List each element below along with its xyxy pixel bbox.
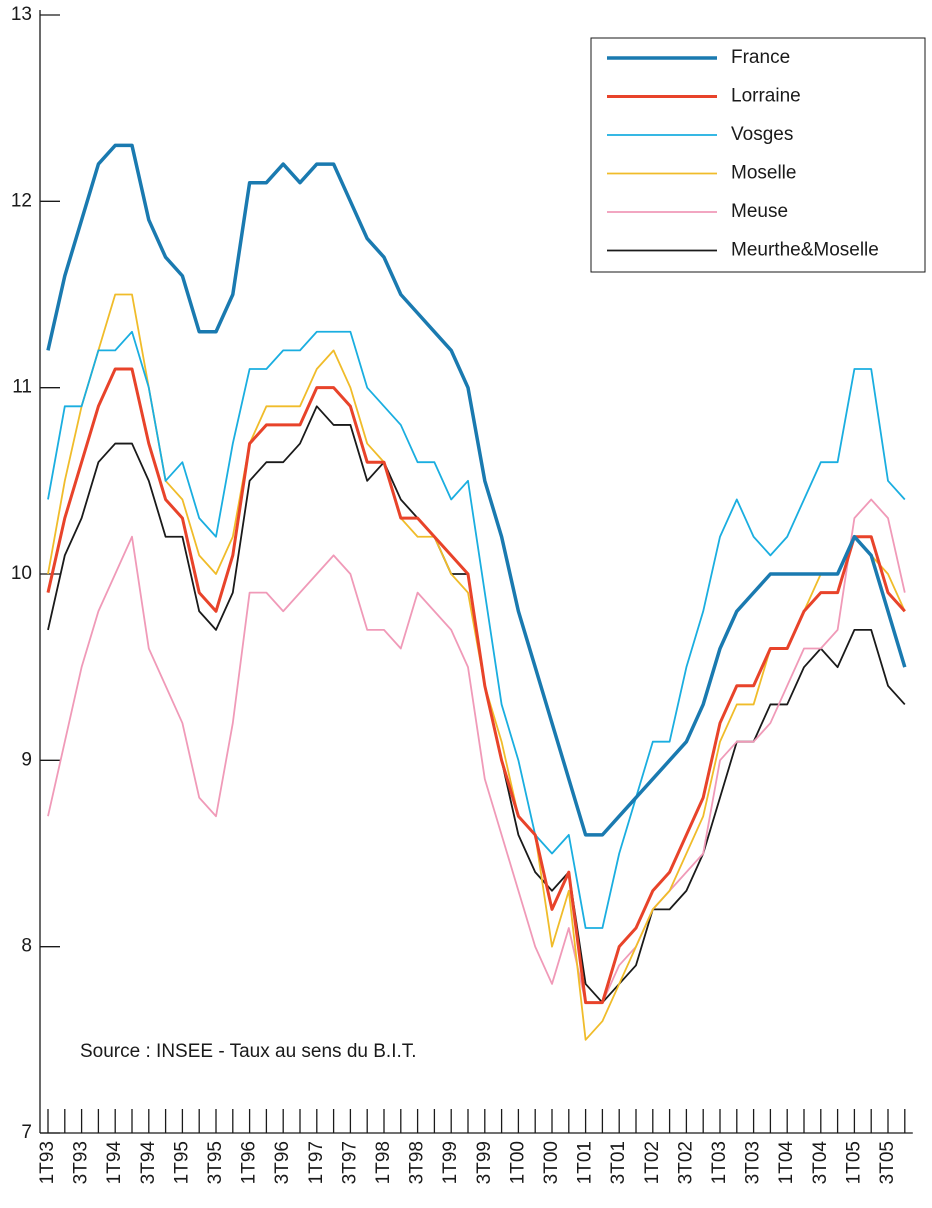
x-tick-label: 1T98: [373, 1141, 394, 1184]
x-tick-label: 1T03: [709, 1141, 730, 1184]
x-tick-label: 1T04: [776, 1141, 797, 1185]
x-tick-label: 3T03: [743, 1141, 764, 1184]
legend-label: Moselle: [731, 163, 796, 184]
x-tick-label: 1T95: [171, 1141, 192, 1184]
y-tick-label: 13: [11, 4, 32, 25]
x-tick-label: 3T05: [877, 1141, 898, 1184]
x-tick-label: 3T00: [541, 1141, 562, 1184]
x-tick-label: 3T04: [810, 1141, 831, 1185]
legend-label: Meurthe&Moselle: [731, 240, 879, 261]
x-tick-label: 1T05: [843, 1141, 864, 1184]
annotation: Source : INSEE - Taux au sens du B.I.T.: [80, 1041, 417, 1062]
series-line: [47, 330, 906, 929]
x-tick-label: 1T93: [37, 1141, 58, 1184]
x-tick-label: 1T99: [440, 1141, 461, 1184]
x-tick-label: 1T00: [507, 1141, 528, 1184]
x-tick-label: 3T93: [71, 1141, 92, 1184]
series-line: [46, 367, 906, 1005]
legend: France Lorraine Vosges Moselle Meuse Meurthe&…: [590, 37, 926, 273]
x-tick-label: 3T97: [339, 1141, 360, 1184]
x-tick-label: 3T98: [407, 1141, 428, 1184]
series-line: [46, 143, 907, 837]
x-tick-label: 3T94: [138, 1141, 159, 1185]
y-tick-label: 8: [21, 936, 32, 957]
x-tick-label: 3T96: [272, 1141, 293, 1184]
series-line: [47, 498, 906, 1004]
y-tick-label: 7: [21, 1122, 32, 1143]
legend-label: Vosges: [731, 124, 793, 145]
legend-label: Meuse: [731, 201, 788, 222]
y-tick-label: 9: [21, 749, 32, 770]
x-tick-label: 3T02: [675, 1141, 696, 1184]
legend-box: [590, 37, 926, 273]
x-tick-label: 3T01: [608, 1141, 629, 1184]
x-tick-label: 1T94: [104, 1141, 125, 1185]
y-tick-label: 11: [12, 377, 32, 398]
x-tick-label: 3T95: [205, 1141, 226, 1184]
x-tick-label: 1T96: [239, 1141, 260, 1184]
legend-label: France: [731, 47, 790, 68]
x-tick-label: 3T99: [474, 1141, 495, 1184]
x-tick-label: 1T01: [575, 1141, 596, 1184]
series-line: [47, 405, 906, 1004]
series-line: [47, 293, 906, 1041]
y-tick-label: 12: [11, 190, 32, 211]
y-tick-label: 10: [11, 563, 32, 584]
x-tick-label: 1T97: [306, 1141, 327, 1184]
x-tick-label: 1T02: [642, 1141, 663, 1184]
legend-label: Lorraine: [731, 86, 801, 107]
